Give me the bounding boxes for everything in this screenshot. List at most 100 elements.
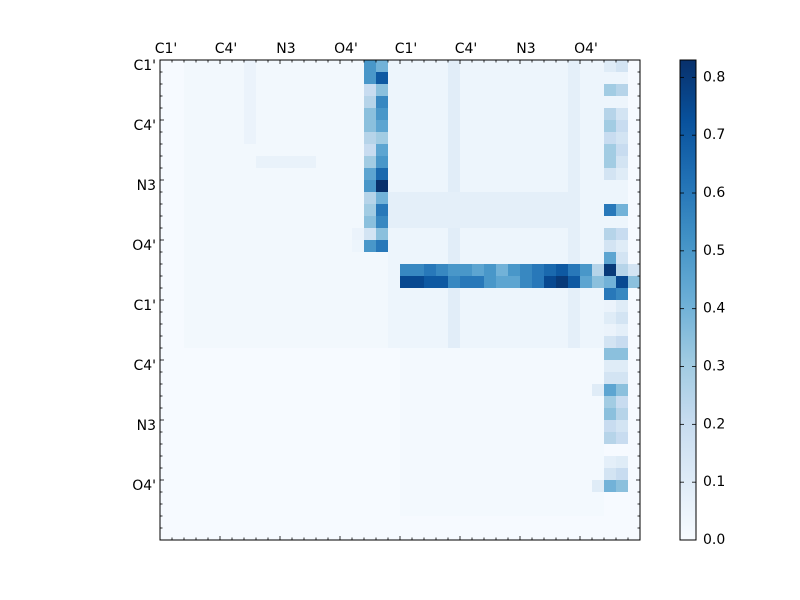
heatmap-cell [628,300,641,313]
heatmap-cell [232,120,245,133]
heatmap-cell [292,228,305,241]
heatmap-cell [616,96,629,109]
heatmap-cell [628,228,641,241]
heatmap-cell [340,132,353,145]
heatmap-cell [604,72,617,85]
heatmap-cell [532,264,545,277]
heatmap-cell [520,516,533,529]
heatmap-cell [472,276,485,289]
heatmap-cell [280,120,293,133]
heatmap-cell [160,516,173,529]
heatmap-cell [352,432,365,445]
heatmap-cell [364,480,377,493]
heatmap-cell [292,300,305,313]
heatmap-cell [292,384,305,397]
heatmap-cell [628,252,641,265]
heatmap-cell [184,192,197,205]
heatmap-cell [592,144,605,157]
heatmap-cell [160,264,173,277]
heatmap-cell [208,204,221,217]
heatmap-cell [232,84,245,97]
heatmap-cell [340,336,353,349]
heatmap-cell [556,240,569,253]
heatmap-cell [388,396,401,409]
heatmap-cell [232,360,245,373]
heatmap-cell [364,192,377,205]
colorbar-tick-label: 0.5 [703,243,725,259]
heatmap-cell [280,468,293,481]
heatmap-cell [424,516,437,529]
heatmap-cell [628,132,641,145]
heatmap-cell [196,468,209,481]
heatmap-cell [304,288,317,301]
heatmap-cell [436,528,449,541]
heatmap-cell [568,84,581,97]
heatmap-cell [184,180,197,193]
heatmap-cell [616,300,629,313]
heatmap-cell [280,324,293,337]
heatmap-cell [280,132,293,145]
heatmap-cell [388,60,401,73]
heatmap-cell [172,360,185,373]
heatmap-cell [352,180,365,193]
heatmap-cell [544,108,557,121]
heatmap-cell [220,192,233,205]
heatmap-cell [568,324,581,337]
heatmap-cell [292,168,305,181]
heatmap-cell [544,372,557,385]
heatmap-cell [256,480,269,493]
heatmap-cell [208,264,221,277]
heatmap-cell [496,408,509,421]
heatmap-cell [580,444,593,457]
heatmap-cell [616,408,629,421]
heatmap-cell [508,252,521,265]
heatmap-cell [340,324,353,337]
heatmap-cell [580,108,593,121]
heatmap-cell [352,240,365,253]
heatmap-cell [568,396,581,409]
heatmap-cell [292,144,305,157]
heatmap-cell [196,312,209,325]
heatmap-cell [292,432,305,445]
heatmap-cell [628,408,641,421]
heatmap-cell [352,252,365,265]
heatmap-cell [232,72,245,85]
heatmap-cell [268,324,281,337]
heatmap-cell [172,384,185,397]
heatmap-cell [580,228,593,241]
heatmap-cell [412,156,425,169]
heatmap-cell [388,384,401,397]
heatmap-cell [424,456,437,469]
heatmap-cell [508,96,521,109]
heatmap-cell [232,480,245,493]
heatmap-cell [376,168,389,181]
heatmap-cell [172,108,185,121]
heatmap-cell [508,324,521,337]
heatmap-cell [532,72,545,85]
heatmap-cell [268,300,281,313]
heatmap-cell [388,456,401,469]
heatmap-cell [532,528,545,541]
heatmap-cell [388,288,401,301]
heatmap-cell [232,144,245,157]
heatmap-cell [484,276,497,289]
heatmap-cell [184,60,197,73]
heatmap-cell [220,96,233,109]
heatmap-cell [352,216,365,229]
heatmap-cell [484,360,497,373]
heatmap-cell [184,132,197,145]
heatmap-cell [376,312,389,325]
heatmap-cell [388,228,401,241]
heatmap-cell [400,360,413,373]
heatmap-cell [316,108,329,121]
heatmap-cell [592,348,605,361]
heatmap-cell [496,480,509,493]
heatmap-cell [484,480,497,493]
heatmap-cell [208,492,221,505]
heatmap-cell [532,492,545,505]
heatmap-cell [196,252,209,265]
heatmap-cell [556,408,569,421]
heatmap-cell [448,288,461,301]
heatmap-cell [568,348,581,361]
heatmap-cell [424,360,437,373]
